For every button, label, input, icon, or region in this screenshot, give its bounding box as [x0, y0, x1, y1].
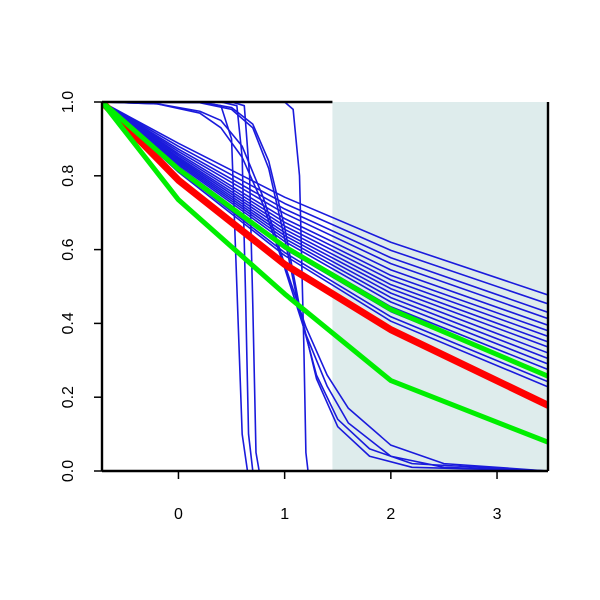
- axis-ticks: 0 1 2 3 0.0 0.2 0.4 0.6 0.8 1.0: [60, 91, 502, 523]
- y-tick-label: 1.0: [60, 91, 77, 113]
- x-tick-label: 2: [386, 506, 395, 523]
- series-line-3: [102, 102, 548, 314]
- series-line-27: [102, 102, 548, 445]
- y-tick-label: 0.4: [60, 312, 77, 334]
- axes-frame: [100, 100, 550, 473]
- y-tick-label: 0.6: [60, 238, 77, 260]
- x-tick-label: 3: [493, 506, 502, 523]
- series-line-24: [102, 102, 548, 471]
- series-line-26: [102, 102, 548, 379]
- y-tick-label: 0.2: [60, 386, 77, 408]
- y-tick-label: 0.0: [60, 460, 77, 482]
- x-tick-label: 0: [174, 506, 183, 523]
- y-tick-label: 0.8: [60, 165, 77, 187]
- series-line-5: [102, 102, 548, 327]
- series-line-2: [102, 102, 548, 305]
- series-line-6: [102, 102, 548, 332]
- x-tick-label: 1: [280, 506, 289, 523]
- curves: [102, 102, 548, 471]
- series-line-1: [102, 102, 548, 296]
- series-line-4: [102, 102, 548, 320]
- series-line-25: [102, 102, 548, 409]
